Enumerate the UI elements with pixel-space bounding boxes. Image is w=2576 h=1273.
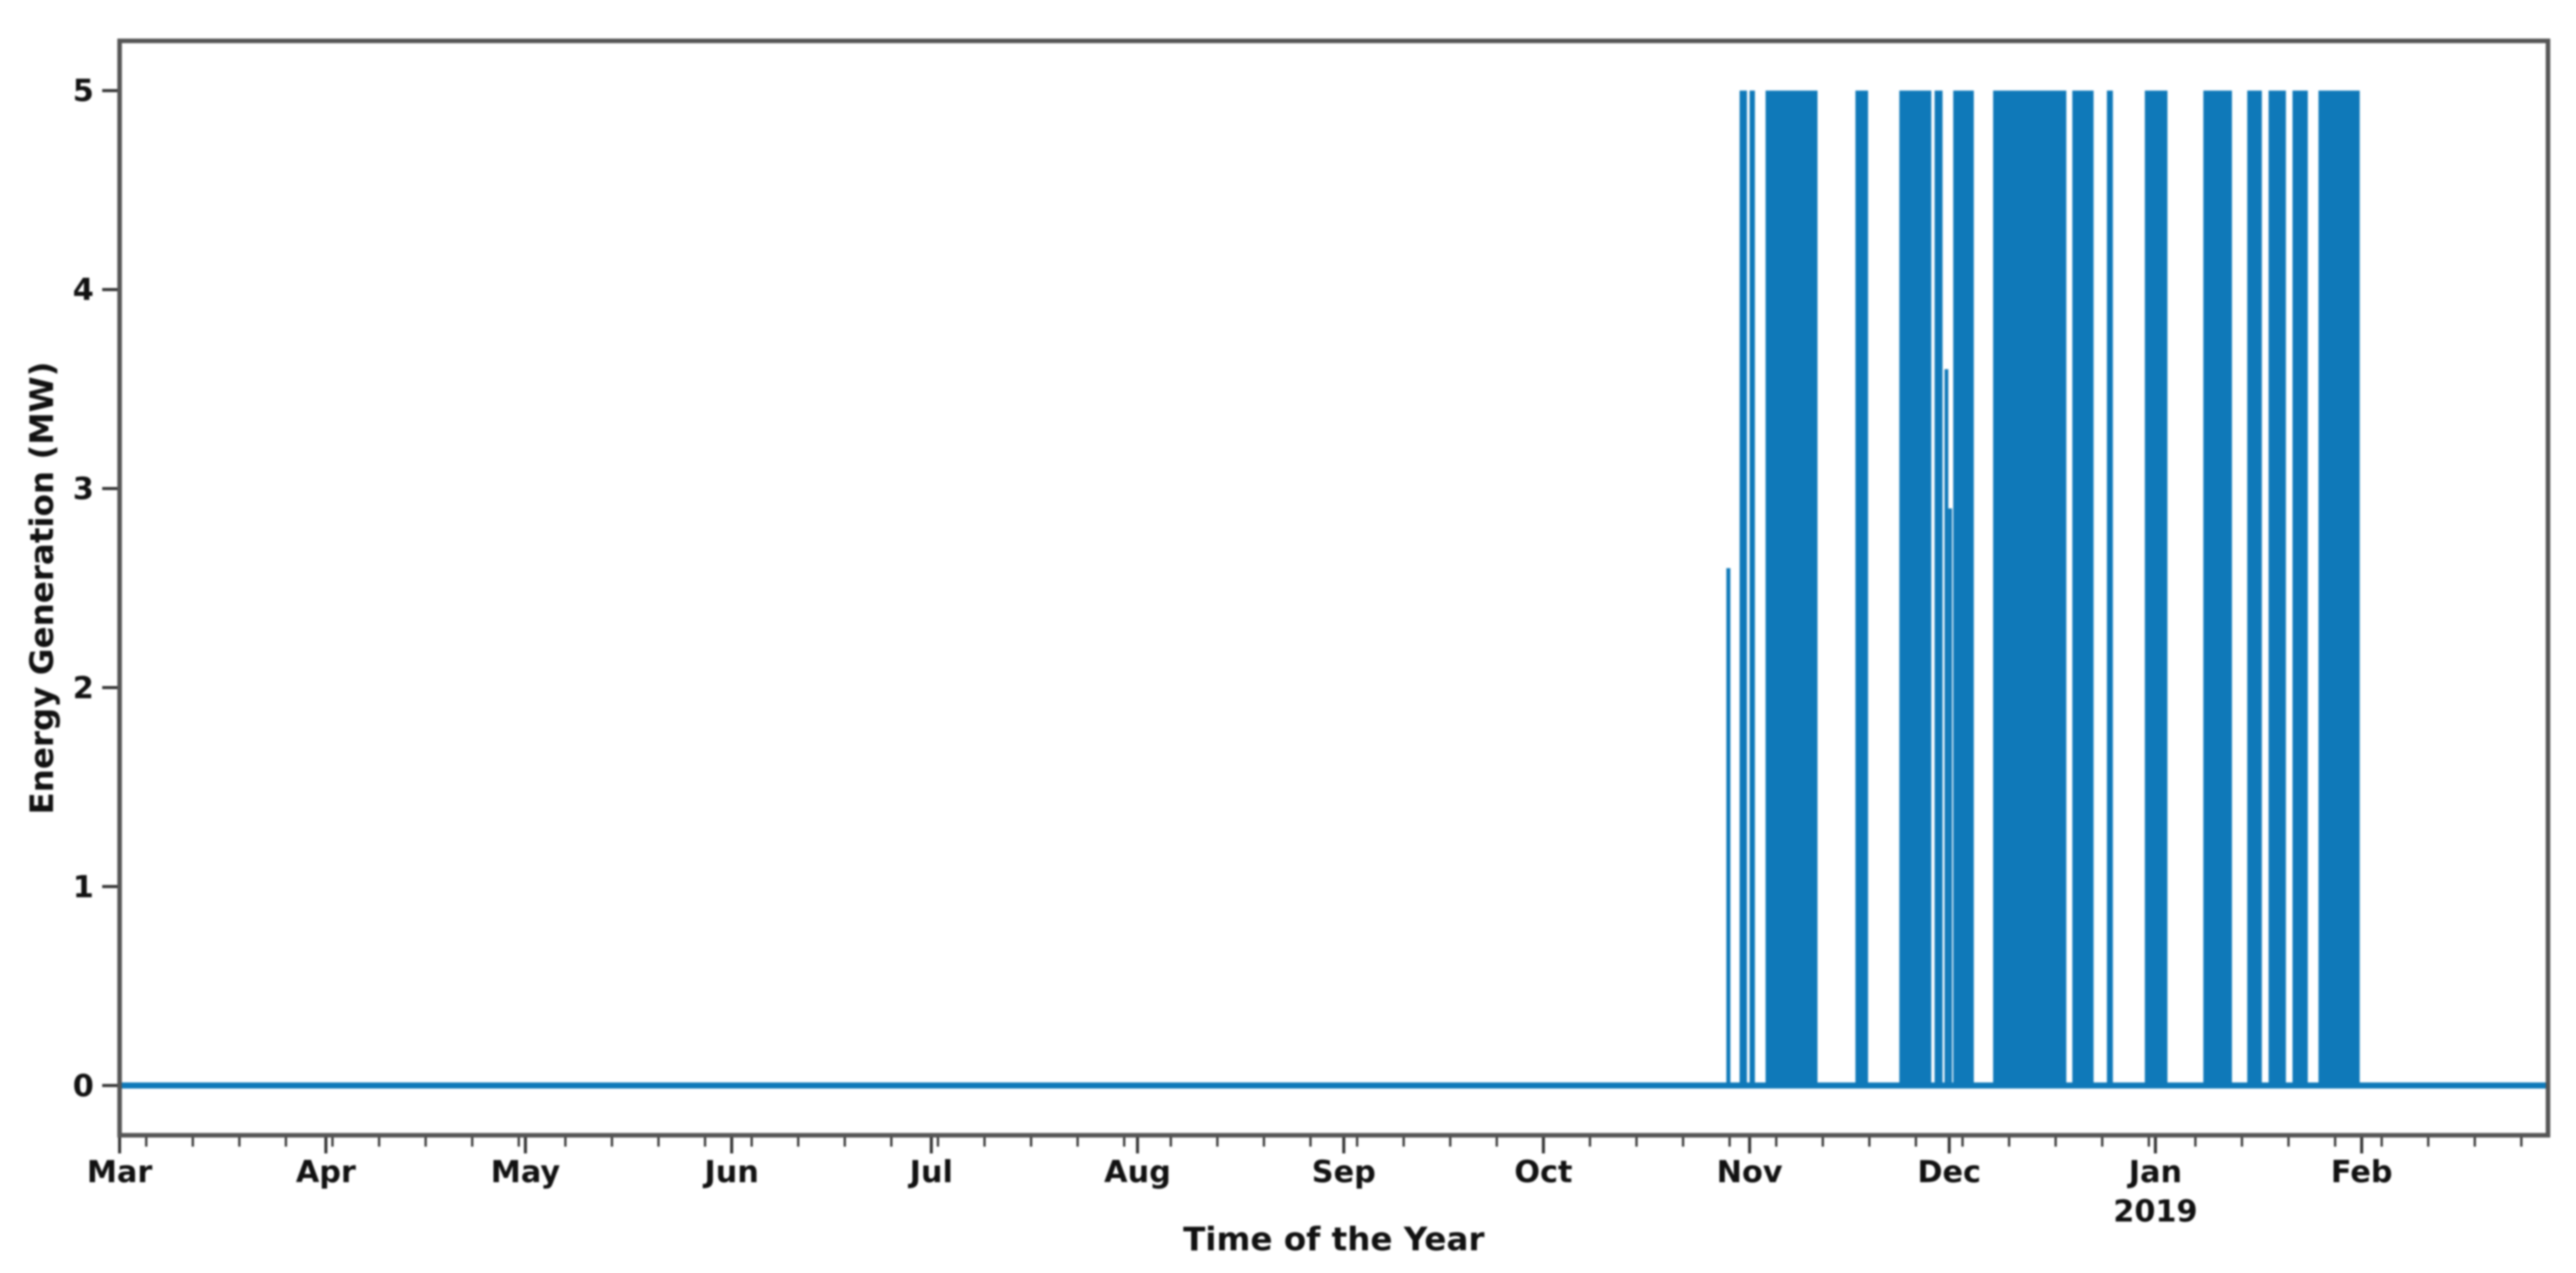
x-tick-label: Nov [1717,1155,1783,1190]
y-axis-title: Energy Generation (MW) [23,362,61,815]
series-pulse [1749,90,1755,1086]
series-pulse [2145,90,2168,1086]
series-pulse [1855,90,1868,1086]
x-tick-label: Feb [2331,1155,2392,1190]
series-pulse [1934,90,1943,1086]
series-pulse [1726,568,1730,1086]
x-tick-label: Apr [296,1155,357,1190]
x-tick-label: Oct [1514,1155,1572,1190]
y-tick-label: 2 [73,671,94,706]
axes: Mar Apr May Jun Jul Aug Sep Oct Nov Dec Jan 2019 Feb… [73,39,2550,1229]
x-tick-label: Sep [1312,1155,1376,1190]
y-tick-label: 5 [73,74,94,109]
series-pulse [1953,90,1974,1086]
x-tick-label: Jun [702,1155,759,1190]
x-tick-label: Aug [1104,1155,1171,1190]
y-tick-label: 3 [73,472,94,507]
x-tick-label: Mar [87,1155,153,1190]
series-pulse [1740,90,1747,1086]
y-tick-label: 1 [73,870,94,904]
series-pulse [2072,90,2094,1086]
series-pulse [2203,90,2232,1086]
x-tick-label: Dec [1917,1155,1981,1190]
energy-series [120,90,2548,1089]
y-tick-label: 0 [73,1069,94,1103]
x-tick-label: Jan [2126,1155,2182,1190]
series-pulse [2107,90,2113,1086]
series-pulse [1765,90,1818,1086]
x-tick-year-label: 2019 [2113,1194,2198,1229]
series-pulse [1899,90,1932,1086]
series-pulse [2292,90,2308,1086]
series-pulse [1948,508,1952,1086]
x-axis-title: Time of the Year [1183,1221,1485,1259]
series-pulse [2268,90,2286,1086]
plot-border [117,39,2550,1138]
x-tick-label: Jul [908,1155,953,1190]
series-pulse [1993,90,2067,1086]
series-pulse [2318,90,2360,1086]
series-pulse [1944,369,1948,1086]
y-tick-label: 4 [73,273,94,308]
series-pulse [2247,90,2262,1086]
x-tick-label: May [491,1155,560,1190]
